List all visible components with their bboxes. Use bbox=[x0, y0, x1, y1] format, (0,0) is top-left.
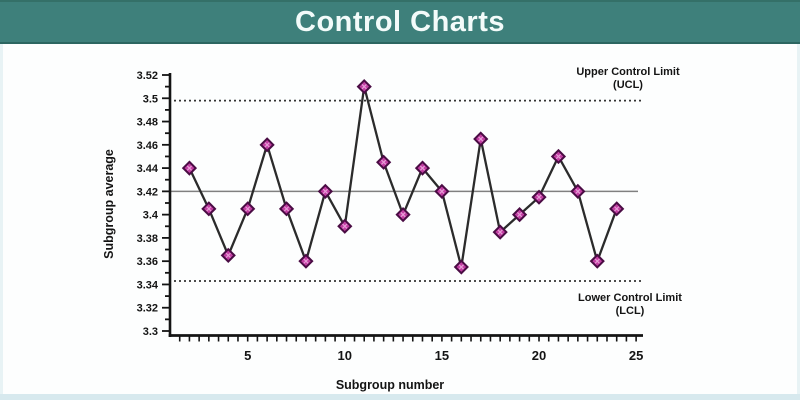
x-tick-label: 15 bbox=[435, 348, 449, 363]
x-tick-label: 10 bbox=[338, 348, 352, 363]
header-banner: Control Charts bbox=[0, 0, 800, 44]
x-tick-label: 20 bbox=[532, 348, 546, 363]
lcl-label-abbrev: (LCL) bbox=[616, 305, 645, 317]
y-tick-label: 3.48 bbox=[137, 117, 158, 129]
data-point-inner-cross bbox=[186, 165, 193, 171]
data-point-inner-cross bbox=[225, 252, 231, 258]
data-point-inner-cross bbox=[555, 153, 562, 160]
data-point-inner-cross bbox=[361, 84, 367, 90]
ucl-label-abbrev: (UCL) bbox=[613, 79, 643, 91]
data-point-inner-cross bbox=[439, 188, 445, 194]
y-axis-title: Subgroup average bbox=[102, 149, 116, 259]
y-tick-label: 3.5 bbox=[143, 93, 158, 105]
y-tick-label: 3.32 bbox=[137, 303, 158, 315]
y-tick-label: 3.44 bbox=[137, 163, 159, 175]
data-point-inner-cross bbox=[536, 194, 542, 200]
data-point-inner-cross bbox=[303, 258, 309, 264]
data-point-inner-cross bbox=[594, 258, 600, 264]
x-tick-label: 5 bbox=[244, 348, 251, 363]
y-tick-label: 3.36 bbox=[137, 256, 158, 268]
control-chart-svg: 3.3 3.32 3.34 3.36 3.38 3.4 3.42 3.44 3.46 3.48 3.… bbox=[102, 66, 682, 392]
content-right-edge bbox=[797, 44, 800, 400]
data-point-inner-cross bbox=[245, 206, 251, 212]
data-point-inner-cross bbox=[322, 188, 328, 194]
data-point-inner-cross bbox=[342, 223, 348, 229]
x-axis-title: Subgroup number bbox=[336, 378, 444, 392]
x-tick-label: 25 bbox=[629, 348, 643, 363]
lcl-label: Lower Control Limit bbox=[578, 292, 682, 304]
y-tick-label: 3.46 bbox=[137, 140, 158, 152]
data-point-inner-cross bbox=[206, 206, 212, 212]
data-point-inner-cross bbox=[381, 159, 387, 165]
data-point-inner-cross bbox=[478, 136, 484, 142]
data-point-inner-cross bbox=[283, 206, 290, 212]
data-point-inner-cross bbox=[575, 188, 581, 194]
data-point-inner-cross bbox=[264, 142, 270, 148]
y-tick-label: 3.34 bbox=[137, 279, 159, 291]
content-bottom-strip bbox=[0, 394, 800, 400]
series-line bbox=[188, 85, 618, 269]
page-title: Control Charts bbox=[295, 5, 505, 38]
y-tick-label: 3.42 bbox=[137, 186, 158, 198]
data-point-inner-cross bbox=[516, 212, 523, 218]
data-point-inner-cross bbox=[614, 206, 620, 212]
y-tick-label: 3.52 bbox=[137, 70, 158, 82]
chart-area: 3.3 3.32 3.34 3.36 3.38 3.4 3.42 3.44 3.46 3.48 3.… bbox=[0, 44, 800, 400]
data-point-inner-cross bbox=[419, 165, 426, 171]
y-tick-label: 3.4 bbox=[143, 210, 159, 222]
content-left-edge bbox=[0, 44, 3, 400]
y-tick-label: 3.3 bbox=[143, 326, 158, 338]
data-point-inner-cross bbox=[400, 212, 406, 218]
data-point-inner-cross bbox=[497, 229, 503, 235]
ucl-label: Upper Control Limit bbox=[576, 66, 680, 78]
data-point-inner-cross bbox=[458, 264, 464, 270]
y-tick-label: 3.38 bbox=[137, 233, 158, 245]
